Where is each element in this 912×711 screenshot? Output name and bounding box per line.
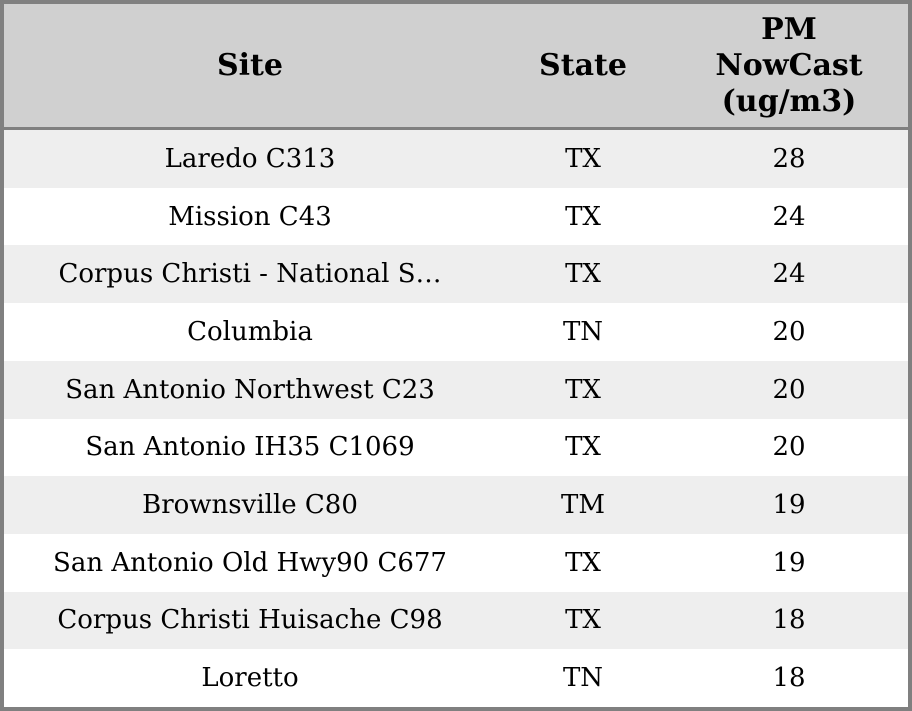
pm-nowcast-cell: 24 bbox=[772, 201, 806, 232]
state-cell: TX bbox=[565, 143, 601, 174]
state-cell: TN bbox=[562, 663, 604, 694]
table-row: Corpus Christi - National S… TX 24 bbox=[4, 245, 908, 304]
site-cell: Columbia bbox=[187, 316, 313, 347]
site-cell: Brownsville C80 bbox=[142, 490, 358, 521]
pm-nowcast-cell: 18 bbox=[772, 663, 806, 694]
table-body: Laredo C313 TX 28 Mission C43 TX 24 Corp… bbox=[4, 130, 908, 707]
pm-nowcast-cell: 19 bbox=[772, 547, 806, 578]
state-cell: TX bbox=[565, 432, 601, 463]
table-row: Columbia TN 20 bbox=[4, 303, 908, 361]
state-cell: TX bbox=[565, 259, 601, 290]
state-cell: TM bbox=[561, 490, 605, 521]
state-cell: TX bbox=[565, 201, 601, 232]
table-row: San Antonio IH35 C1069 TX 20 bbox=[4, 418, 908, 477]
pm-nowcast-cell: 20 bbox=[772, 432, 806, 463]
state-cell: TN bbox=[562, 316, 604, 347]
column-header-site: Site bbox=[216, 47, 283, 83]
site-cell: Corpus Christi Huisache C98 bbox=[57, 605, 443, 636]
table-row: Mission C43 TX 24 bbox=[4, 187, 908, 246]
pm-nowcast-cell: 28 bbox=[772, 143, 806, 174]
table-row: San Antonio Northwest C23 TX 20 bbox=[4, 360, 908, 419]
table-row: San Antonio Old Hwy90 C677 TX 19 bbox=[4, 533, 908, 592]
site-cell: Laredo C313 bbox=[164, 143, 336, 174]
table-header-row: Site State PM NowCast (ug/m3) bbox=[4, 4, 908, 130]
table-row: Laredo C313 TX 28 bbox=[4, 130, 908, 188]
state-cell: TX bbox=[565, 605, 601, 636]
pm-nowcast-cell: 20 bbox=[772, 316, 806, 347]
site-cell: San Antonio Northwest C23 bbox=[65, 374, 435, 405]
column-header-state: State bbox=[539, 47, 627, 83]
site-cell: Corpus Christi - National S… bbox=[58, 259, 442, 290]
site-cell: San Antonio IH35 C1069 bbox=[85, 432, 415, 463]
site-cell: San Antonio Old Hwy90 C677 bbox=[53, 547, 447, 578]
table-row: Corpus Christi Huisache C98 TX 18 bbox=[4, 591, 908, 650]
table-row: Loretto TN 18 bbox=[4, 649, 908, 707]
pm-nowcast-cell: 20 bbox=[772, 374, 806, 405]
site-cell: Loretto bbox=[201, 663, 299, 694]
state-cell: TX bbox=[565, 374, 601, 405]
site-cell: Mission C43 bbox=[168, 201, 332, 232]
state-cell: TX bbox=[565, 547, 601, 578]
pm-nowcast-cell: 18 bbox=[772, 605, 806, 636]
pm-nowcast-cell: 19 bbox=[772, 490, 806, 521]
table-row: Brownsville C80 TM 19 bbox=[4, 476, 908, 534]
column-header-pm-nowcast: PM NowCast (ug/m3) bbox=[715, 11, 863, 119]
pm-nowcast-cell: 24 bbox=[772, 259, 806, 290]
